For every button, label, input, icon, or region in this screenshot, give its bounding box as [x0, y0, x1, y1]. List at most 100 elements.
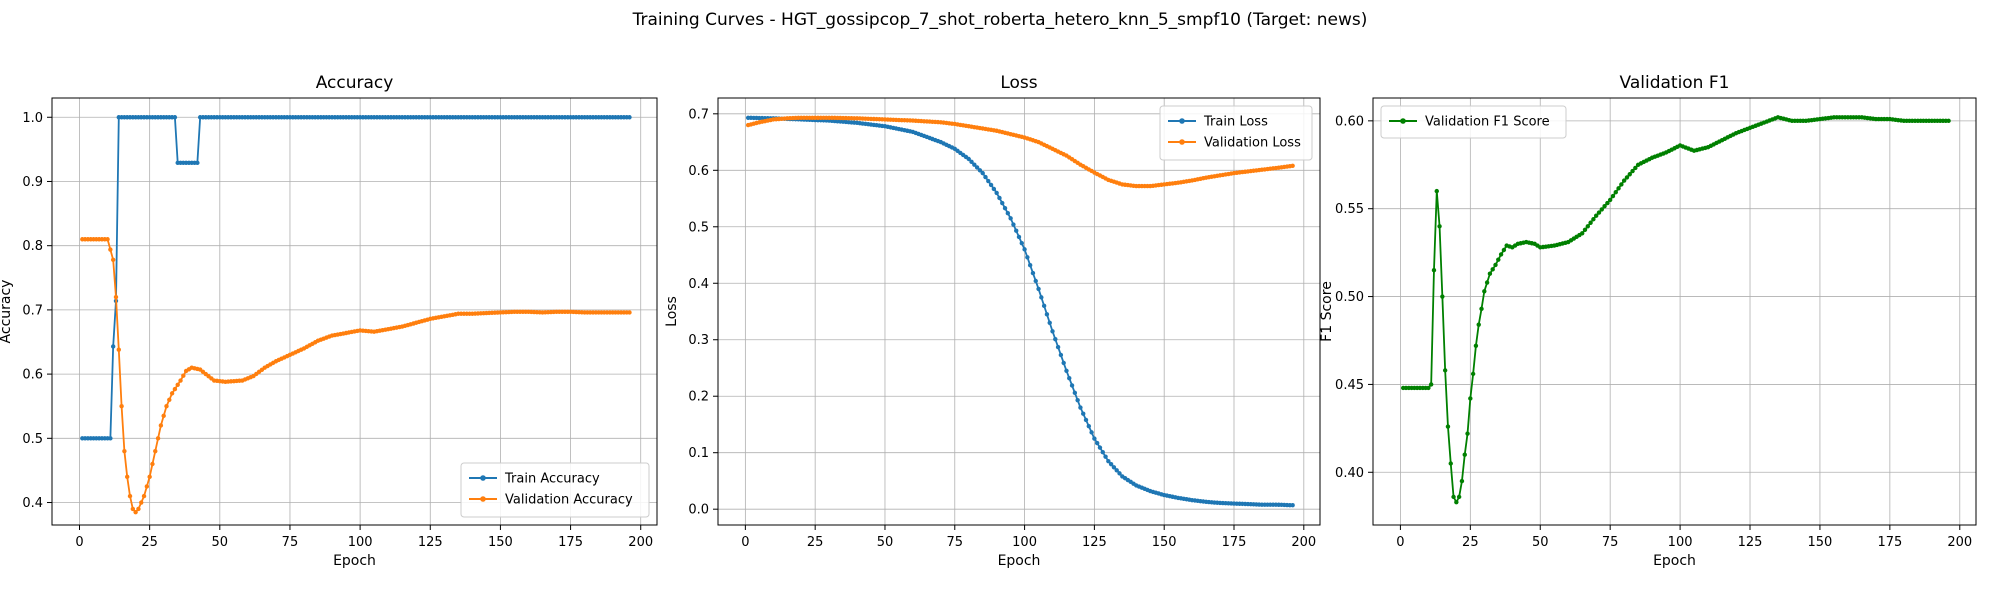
data-point — [1033, 278, 1038, 284]
series-markers-1 — [1401, 115, 1951, 505]
data-point — [1946, 118, 1951, 124]
y-tick-label: 0.50 — [1335, 290, 1364, 305]
legend-label: Train Loss — [1203, 115, 1268, 130]
data-point — [1454, 499, 1459, 505]
data-point — [1106, 458, 1111, 464]
data-point — [1067, 375, 1072, 381]
axes-frame — [51, 97, 658, 526]
data-point — [133, 509, 138, 515]
data-point — [1431, 268, 1437, 273]
data-point — [153, 448, 158, 454]
data-point — [1061, 360, 1066, 366]
data-point — [972, 162, 977, 167]
data-point — [1437, 224, 1442, 229]
x-tick-label: 150 — [488, 535, 513, 550]
chart-title: Validation F1 — [1620, 73, 1730, 93]
chart-panel-1: Accuracy 0 25 50 75 100 125 150 175 200 0.4 0.5 0.6 0… — [0, 73, 658, 569]
data-point — [1476, 322, 1481, 327]
x-tick-label: 175 — [1222, 535, 1247, 550]
y-tick-label: 1.0 — [22, 111, 43, 126]
data-point — [1111, 465, 1117, 470]
data-point — [969, 159, 974, 165]
figure-title: Training Curves - HGT_gossipcop_7_shot_r… — [632, 10, 1368, 30]
chart-panel-3: Validation F1 0 25 50 75 100 125 150 175 200 0.40 0… — [1319, 73, 1977, 569]
data-point — [175, 382, 180, 388]
legend-box — [1159, 105, 1313, 161]
series-markers-1 — [80, 115, 632, 441]
data-point — [158, 423, 164, 428]
data-point — [1613, 189, 1618, 195]
y-tick-label: 0.7 — [22, 303, 43, 318]
legend-label: Validation F1 Score — [1425, 115, 1550, 130]
y-tick-label: 0.40 — [1335, 466, 1364, 481]
legend: Train Accuracy Validation Accuracy — [460, 462, 650, 518]
chart-title: Loss — [1000, 73, 1037, 93]
data-point — [110, 344, 116, 349]
data-point — [1585, 224, 1591, 229]
x-tick-label: 150 — [1808, 535, 1833, 550]
legend-label: Validation Accuracy — [505, 493, 633, 508]
legend-box — [1380, 105, 1567, 139]
x-tick-label: 200 — [628, 535, 653, 550]
series-markers-2 — [80, 237, 632, 515]
data-point — [1482, 289, 1487, 294]
y-axis-label: Accuracy — [0, 280, 14, 344]
data-point — [966, 156, 971, 162]
y-tick-label: 0.4 — [688, 277, 709, 292]
data-point — [1627, 172, 1632, 177]
x-tick-label: 200 — [1947, 535, 1972, 550]
data-point — [108, 436, 113, 441]
x-tick-label: 175 — [1877, 535, 1902, 550]
data-point — [1081, 411, 1086, 416]
data-point — [1016, 234, 1022, 240]
data-point — [127, 493, 133, 499]
data-point — [1596, 210, 1602, 215]
data-point — [1114, 468, 1119, 473]
data-point — [1591, 217, 1596, 222]
data-point — [150, 461, 155, 467]
data-point — [1019, 240, 1024, 246]
data-point — [980, 170, 985, 176]
data-point — [164, 404, 169, 409]
data-point — [1097, 445, 1103, 450]
x-tick-label: 100 — [1668, 535, 1693, 550]
data-point — [991, 186, 997, 192]
x-tick-label: 50 — [212, 535, 229, 550]
data-point — [172, 386, 178, 392]
x-tick-label: 125 — [1082, 535, 1107, 550]
x-tick-label: 50 — [877, 535, 894, 550]
legend-swatch-marker — [1179, 139, 1185, 145]
data-point — [1593, 213, 1599, 218]
data-point — [147, 474, 152, 480]
data-point — [988, 182, 994, 188]
x-tick-label: 100 — [1012, 535, 1037, 550]
data-point — [1022, 247, 1027, 252]
data-point — [1041, 303, 1047, 309]
data-point — [1496, 257, 1501, 262]
data-point — [1290, 503, 1295, 508]
legend: Validation F1 Score — [1380, 105, 1567, 139]
data-point — [1434, 188, 1439, 194]
axes-frame — [1372, 97, 1977, 526]
data-point — [1490, 267, 1495, 272]
data-point — [1055, 344, 1061, 350]
x-tick-label: 25 — [1462, 535, 1479, 550]
y-tick-label: 0.3 — [688, 333, 709, 348]
x-tick-label: 0 — [741, 535, 749, 550]
data-point — [1459, 478, 1465, 484]
data-point — [1008, 216, 1013, 221]
data-point — [1465, 431, 1470, 436]
legend-swatch-marker — [1179, 118, 1185, 124]
y-tick-label: 0.9 — [22, 175, 43, 190]
data-point — [1039, 295, 1044, 300]
y-tick-label: 0.5 — [688, 220, 709, 235]
data-point — [1456, 494, 1462, 500]
data-point — [1117, 471, 1122, 476]
x-tick-label: 25 — [807, 535, 824, 550]
x-tick-label: 0 — [75, 535, 83, 550]
chart-panel-2: Loss 0 25 50 75 100 125 150 175 200 0.0 0.1 0.2 0.3 0.… — [664, 73, 1321, 569]
data-point — [105, 237, 110, 242]
y-tick-label: 0.7 — [688, 107, 709, 122]
data-point — [122, 448, 127, 454]
